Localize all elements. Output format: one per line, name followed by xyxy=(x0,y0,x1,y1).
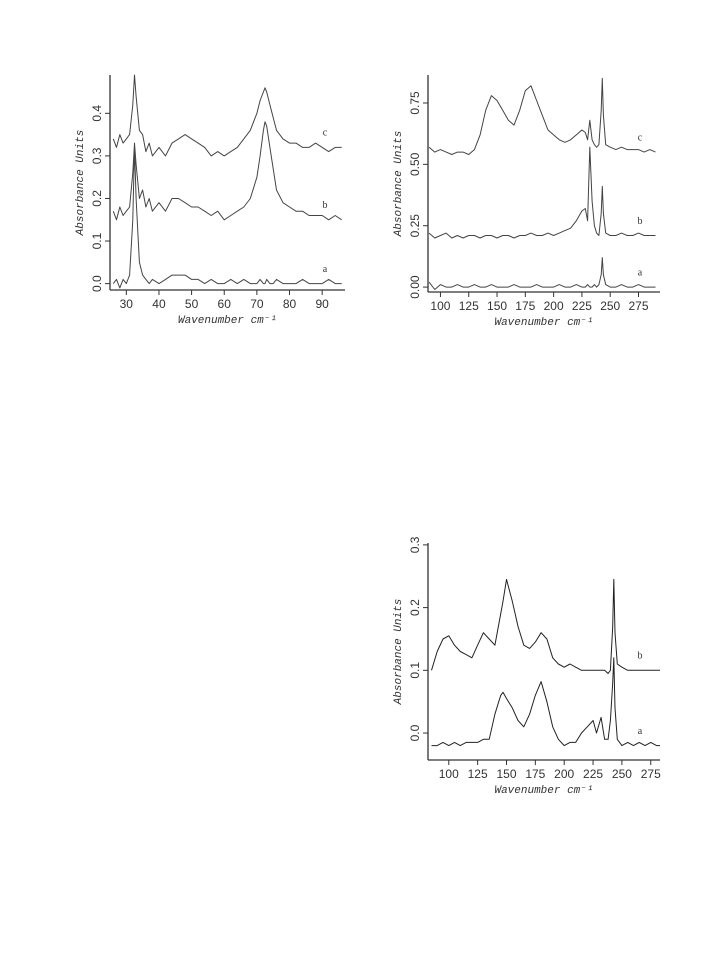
series-label: a xyxy=(638,267,643,278)
y-axis-title: Absorbance Units xyxy=(393,599,405,706)
x-axis-title: Wavenumber cm⁻¹ xyxy=(178,315,277,327)
x-tick-label: 30 xyxy=(120,297,134,311)
y-tick-label: 0.3 xyxy=(408,536,422,553)
x-tick-label: 125 xyxy=(459,299,479,313)
spectrum-line xyxy=(112,121,342,221)
y-tick-label: 0.4 xyxy=(90,105,104,122)
x-tick-label: 275 xyxy=(641,767,661,781)
x-tick-label: 100 xyxy=(439,767,459,781)
x-tick-label: 250 xyxy=(600,299,620,313)
x-tick-label: 70 xyxy=(250,297,264,311)
y-tick-label: 0.0 xyxy=(408,724,422,741)
x-tick-label: 225 xyxy=(583,767,603,781)
y-tick-label: 0.2 xyxy=(408,599,422,616)
series-label: c xyxy=(638,132,643,143)
y-tick-label: 0.00 xyxy=(408,275,422,299)
x-axis-title: Wavenumber cm⁻¹ xyxy=(494,785,593,797)
y-tick-label: 0.50 xyxy=(408,152,422,176)
series-label: b xyxy=(638,651,643,662)
y-tick-label: 0.0 xyxy=(90,275,104,292)
x-axis-title: Wavenumber cm⁻¹ xyxy=(494,317,593,329)
x-tick-label: 60 xyxy=(218,297,232,311)
y-tick-label: 0.2 xyxy=(90,190,104,207)
x-tick-label: 275 xyxy=(628,299,648,313)
x-tick-label: 175 xyxy=(515,299,535,313)
spectrum-line xyxy=(112,74,342,157)
x-tick-label: 50 xyxy=(185,297,199,311)
series-label: a xyxy=(323,264,328,275)
spectrum-line xyxy=(428,146,656,239)
y-axis-title: Absorbance Units xyxy=(75,130,87,237)
x-tick-label: 225 xyxy=(572,299,592,313)
spectrum-line xyxy=(428,77,656,155)
x-tick-label: 250 xyxy=(612,767,632,781)
x-tick-label: 100 xyxy=(430,299,450,313)
x-tick-label: 150 xyxy=(496,767,516,781)
y-tick-label: 0.1 xyxy=(408,662,422,679)
x-tick-label: 200 xyxy=(554,767,574,781)
spectrum-line xyxy=(431,578,660,674)
x-tick-label: 150 xyxy=(487,299,507,313)
x-tick-label: 200 xyxy=(544,299,564,313)
y-tick-label: 0.75 xyxy=(408,91,422,115)
spectrum-line xyxy=(428,257,656,290)
spectrum-line xyxy=(112,146,342,289)
series-label: b xyxy=(638,216,643,227)
series-label: c xyxy=(323,128,328,139)
x-tick-label: 90 xyxy=(315,297,329,311)
series-label: a xyxy=(638,726,643,737)
spectrum-line xyxy=(431,657,660,747)
y-tick-label: 0.3 xyxy=(90,147,104,164)
y-axis-title: Absorbance Units xyxy=(393,131,405,238)
x-tick-label: 125 xyxy=(468,767,488,781)
y-tick-label: 0.25 xyxy=(408,214,422,238)
x-tick-label: 175 xyxy=(525,767,545,781)
y-tick-label: 0.1 xyxy=(90,232,104,249)
x-tick-label: 40 xyxy=(152,297,166,311)
x-tick-label: 80 xyxy=(283,297,297,311)
series-label: b xyxy=(323,200,328,211)
